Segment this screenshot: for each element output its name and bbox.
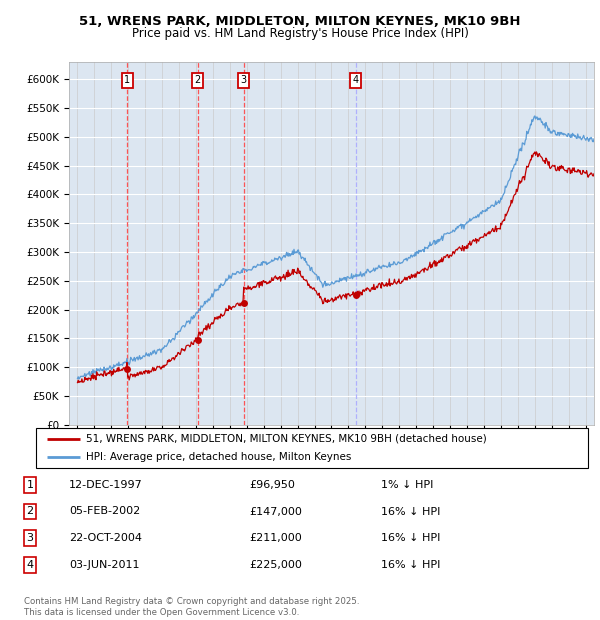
Text: 3: 3 <box>241 76 247 86</box>
Text: 51, WRENS PARK, MIDDLETON, MILTON KEYNES, MK10 9BH (detached house): 51, WRENS PARK, MIDDLETON, MILTON KEYNES… <box>86 433 487 444</box>
Text: 2: 2 <box>194 76 200 86</box>
Text: £96,950: £96,950 <box>249 480 295 490</box>
Text: 05-FEB-2002: 05-FEB-2002 <box>69 507 140 516</box>
Text: 1: 1 <box>124 76 130 86</box>
Text: £147,000: £147,000 <box>249 507 302 516</box>
Text: 4: 4 <box>26 560 34 570</box>
Text: 4: 4 <box>352 76 359 86</box>
Text: 22-OCT-2004: 22-OCT-2004 <box>69 533 142 543</box>
Text: Contains HM Land Registry data © Crown copyright and database right 2025.
This d: Contains HM Land Registry data © Crown c… <box>24 598 359 617</box>
Text: 3: 3 <box>26 533 34 543</box>
Text: Price paid vs. HM Land Registry's House Price Index (HPI): Price paid vs. HM Land Registry's House … <box>131 27 469 40</box>
Text: 2: 2 <box>26 507 34 516</box>
FancyBboxPatch shape <box>36 428 588 468</box>
Text: 51, WRENS PARK, MIDDLETON, MILTON KEYNES, MK10 9BH: 51, WRENS PARK, MIDDLETON, MILTON KEYNES… <box>79 15 521 27</box>
Text: 1: 1 <box>26 480 34 490</box>
Text: 16% ↓ HPI: 16% ↓ HPI <box>381 533 440 543</box>
Text: 1% ↓ HPI: 1% ↓ HPI <box>381 480 433 490</box>
Text: 12-DEC-1997: 12-DEC-1997 <box>69 480 143 490</box>
Text: £211,000: £211,000 <box>249 533 302 543</box>
Text: 16% ↓ HPI: 16% ↓ HPI <box>381 560 440 570</box>
Text: 16% ↓ HPI: 16% ↓ HPI <box>381 507 440 516</box>
Text: £225,000: £225,000 <box>249 560 302 570</box>
Text: HPI: Average price, detached house, Milton Keynes: HPI: Average price, detached house, Milt… <box>86 452 351 463</box>
Text: 03-JUN-2011: 03-JUN-2011 <box>69 560 139 570</box>
